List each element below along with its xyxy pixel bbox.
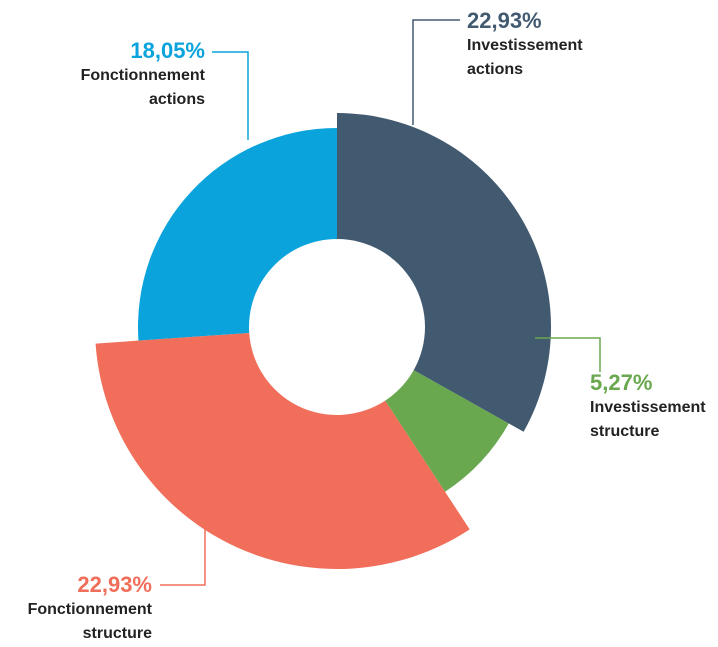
slice <box>95 333 470 569</box>
label: 22,93% Investissement actions <box>467 8 627 82</box>
leader-line <box>535 337 601 372</box>
leader-lines <box>160 19 601 586</box>
category-label: Investissement structure <box>590 399 706 440</box>
slice <box>138 128 337 341</box>
value-label: 22,93% <box>77 572 152 597</box>
slice <box>337 113 551 432</box>
value-label: 18,05% <box>130 38 205 63</box>
label: 18,05% Fonctionnement actions <box>55 38 205 112</box>
leader-line <box>412 19 460 125</box>
label: 22,93% Fonctionnement structure <box>2 572 152 646</box>
category-label: Fonctionnement structure <box>27 601 152 642</box>
category-label: Investissement actions <box>467 37 583 78</box>
slice <box>385 370 509 492</box>
value-label: 22,93% <box>467 8 542 33</box>
label: 5,27% Investissement structure <box>590 370 718 444</box>
value-label: 5,27% <box>590 370 653 395</box>
category-label: Fonctionnement actions <box>80 67 205 108</box>
leader-line <box>160 440 206 586</box>
leader-line <box>212 51 249 140</box>
